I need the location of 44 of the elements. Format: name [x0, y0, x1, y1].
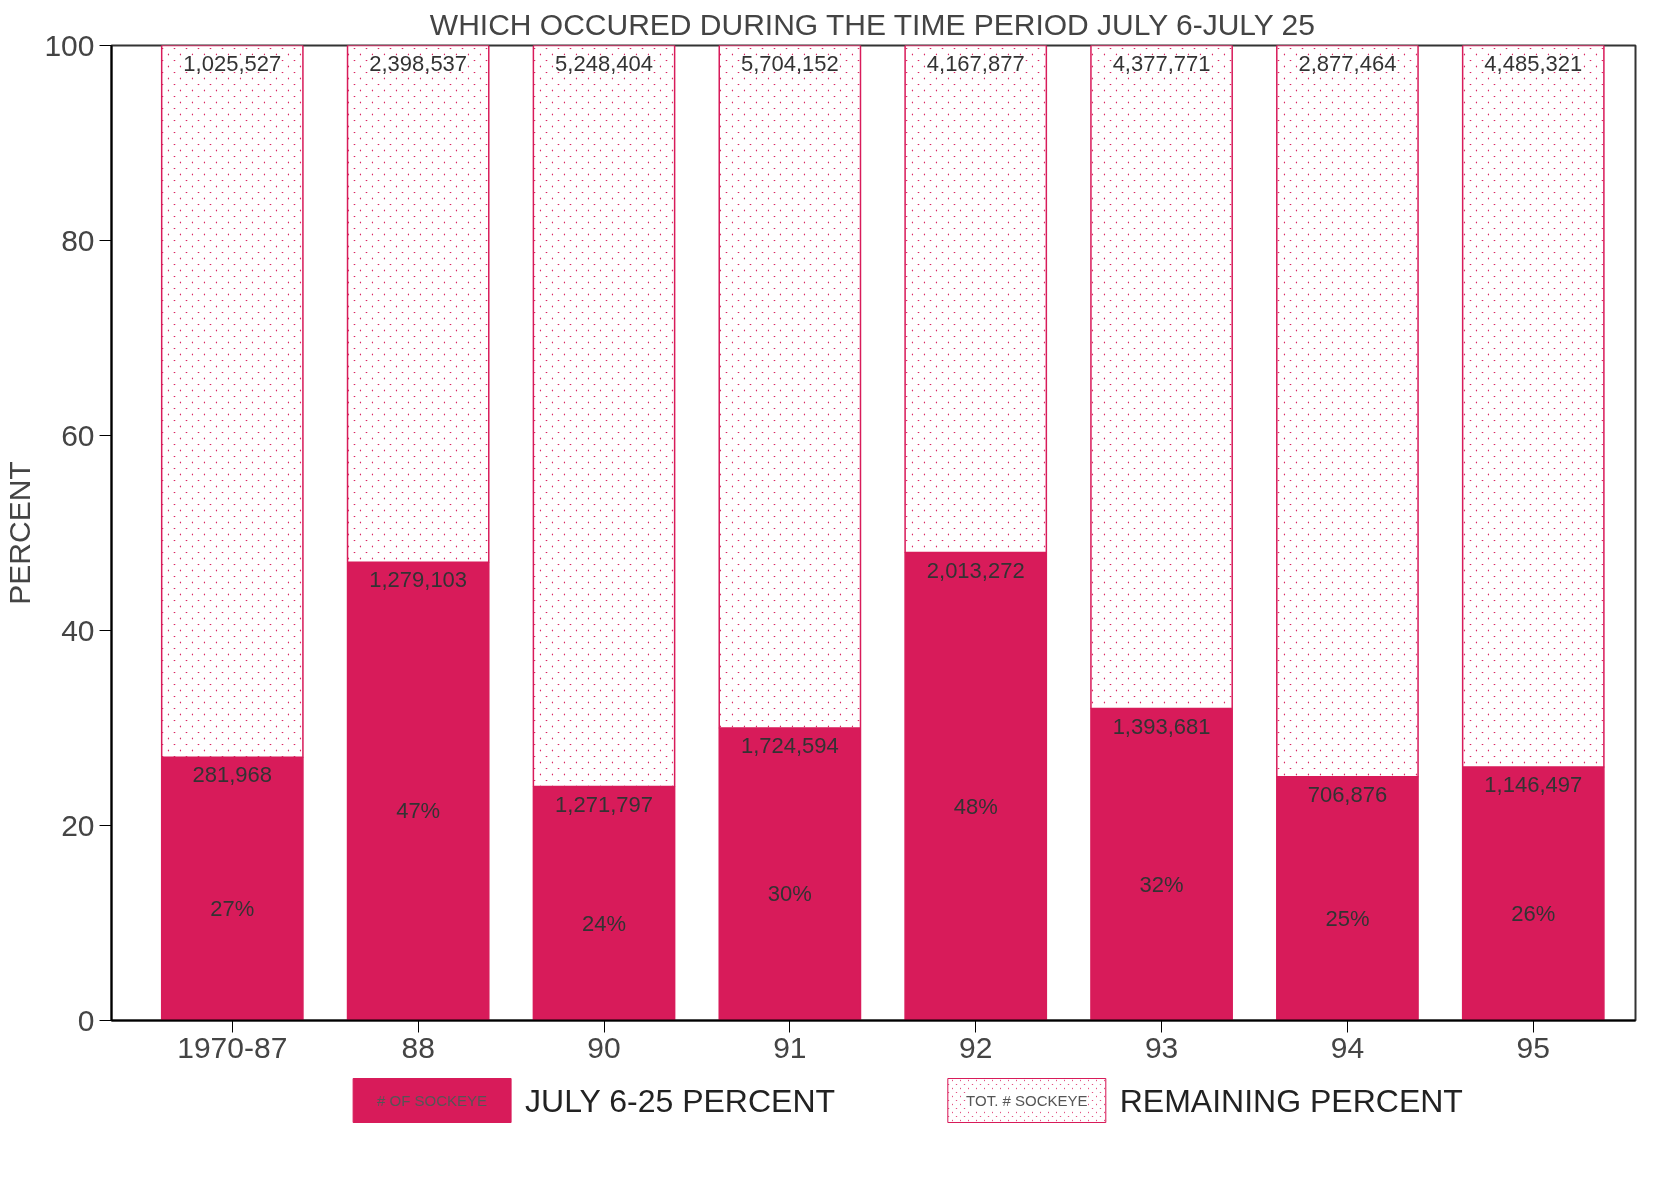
x-tick-label: 90	[587, 1030, 621, 1064]
annotation: 1,025,527	[183, 50, 282, 76]
y-tick-label: 20	[61, 808, 95, 842]
y-tick-label: 0	[77, 1003, 95, 1037]
legend-label: REMAINING PERCENT	[1119, 1082, 1463, 1119]
text: # OF SOCKEYE	[377, 1092, 488, 1109]
data-label: 48%	[953, 793, 998, 819]
y-tick-label: 40	[61, 613, 95, 647]
annotation: 4,485,321	[1484, 50, 1583, 76]
x-tick-label: 1970-87	[177, 1030, 288, 1064]
annotation: 2,013,272	[926, 557, 1025, 583]
annotation: 1,279,103	[369, 567, 468, 593]
y-axis-title: PERCENT	[3, 461, 37, 605]
data-label: 47%	[396, 798, 441, 824]
y-tick-label: 100	[44, 28, 95, 62]
x-tick-label: 93	[1144, 1030, 1179, 1064]
data-label: 25%	[1325, 905, 1370, 931]
annotation: 1,724,594	[740, 733, 839, 758]
y-tick-label: 60	[61, 418, 95, 452]
text: TOT. # SOCKEYE	[966, 1092, 1088, 1109]
y-tick-label: 80	[61, 223, 95, 257]
annotation: 706,876	[1307, 781, 1388, 807]
x-tick-label: 88	[401, 1030, 435, 1064]
annotation: 1,271,797	[555, 791, 653, 817]
chart-title: WHICH OCCURED DURING THE TIME PERIOD JULY 6-JULY 25	[429, 7, 1315, 41]
legend-label: JULY 6-25 PERCENT	[525, 1082, 836, 1119]
x-tick-label: 91	[773, 1030, 807, 1064]
data-label: 24%	[582, 910, 627, 936]
annotation: 1,146,497	[1484, 772, 1583, 797]
annotation: 4,377,771	[1112, 50, 1211, 76]
annotation: 4,167,877	[926, 50, 1025, 76]
data-label: 27%	[210, 895, 255, 921]
annotation: 2,877,464	[1298, 50, 1397, 76]
x-tick-label: 94	[1330, 1030, 1365, 1064]
annotation: 2,398,537	[369, 50, 468, 76]
x-tick-label: 95	[1516, 1030, 1550, 1064]
data-label: 26%	[1511, 900, 1556, 926]
annotation: 5,704,152	[740, 50, 839, 76]
data-label: 30%	[767, 881, 812, 907]
annotation: 1,393,681	[1112, 713, 1211, 739]
data-label: 32%	[1139, 871, 1184, 897]
x-tick-label: 92	[959, 1030, 993, 1064]
annotation: 281,968	[192, 762, 273, 788]
annotation: 5,248,404	[555, 50, 653, 76]
